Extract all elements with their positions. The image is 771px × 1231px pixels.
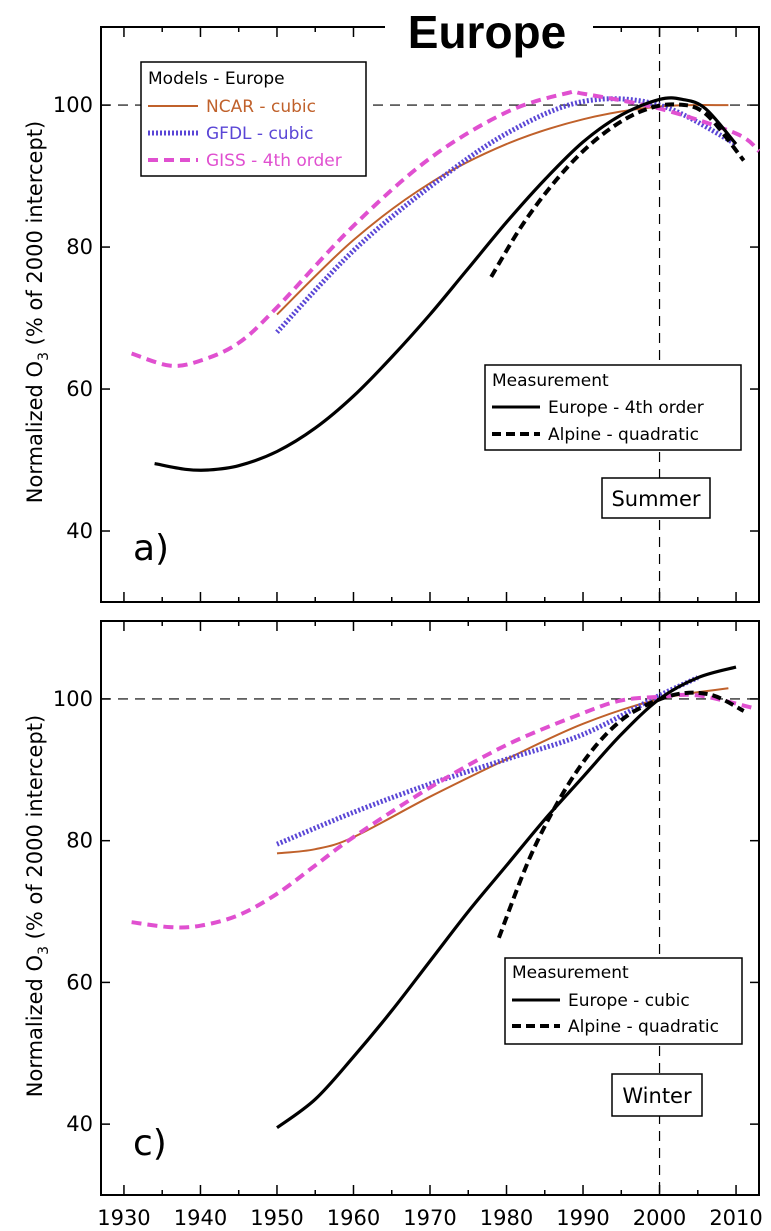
panel-c-measurement-legend: Measurement Europe - cubic Alpine - quad…	[504, 957, 743, 1045]
models-legend-box	[140, 61, 367, 177]
series-line-a-europe-4th-order	[154, 96, 738, 472]
x-tick-label-1950: 1950	[250, 1206, 303, 1230]
figure-title: Europe	[408, 6, 566, 58]
panel-c-plot: 40 60 80 100	[53, 621, 759, 1195]
series-line-c-gfdl-cubic	[276, 675, 699, 847]
x-tick-labels: 1930 1940 1950 1960 1970 1980 1990 2000 2010	[97, 1206, 763, 1230]
title-backing	[385, 2, 593, 60]
x-tick-label-1980: 1980	[480, 1206, 533, 1230]
legend-label-ncar: NCAR - cubic	[206, 97, 316, 117]
x-tick-label-1960: 1960	[327, 1206, 380, 1230]
panel-a-measurement-legend: Measurement Europe - 4th order Alpine - …	[484, 364, 742, 451]
panel-c-season-box: Winter	[611, 1073, 703, 1117]
measurement-legend-title-c: Measurement	[512, 963, 629, 983]
season-label-a: Summer	[611, 487, 700, 511]
legend-label-alpine-a: Alpine - quadratic	[548, 425, 699, 445]
panel-label-a: a)	[133, 528, 169, 569]
y-tick-label-c-80: 80	[66, 829, 93, 853]
x-tick-label-2000: 2000	[633, 1206, 686, 1230]
y-tick-label-c-60: 60	[66, 970, 93, 994]
legend-label-alpine-c: Alpine - quadratic	[568, 1017, 719, 1037]
ylabel-c: Normalized O3 (% of 2000 intercept)	[23, 715, 52, 1097]
season-box-c	[611, 1073, 703, 1117]
x-tick-label-1970: 1970	[403, 1206, 456, 1230]
y-tick-label-a-40: 40	[66, 519, 93, 543]
season-label-c: Winter	[622, 1084, 692, 1108]
y-tick-label-c-100: 100	[53, 687, 93, 711]
series-line-c-giss-4th-order	[131, 692, 752, 930]
x-tick-label-2010: 2010	[709, 1206, 762, 1230]
series-line-c-alpine-quadratic	[497, 690, 745, 939]
legend-label-gfdl: GFDL - cubic	[206, 124, 313, 144]
models-legend-title: Models - Europe	[148, 69, 285, 89]
series-line-c-europe-cubic	[276, 665, 737, 1129]
series-line-a-alpine-quadratic	[489, 102, 746, 278]
x-tick-label-1930: 1930	[97, 1206, 150, 1230]
y-tick-label-a-60: 60	[66, 377, 93, 401]
y-tick-label-a-100: 100	[53, 93, 93, 117]
legend-label-giss: GISS - 4th order	[206, 151, 342, 171]
panel-a-season-box: Summer	[601, 477, 711, 519]
season-box-a	[601, 477, 711, 519]
ylabel-a: Normalized O3 (% of 2000 intercept)	[23, 121, 52, 503]
y-tick-label-a-80: 80	[66, 235, 93, 259]
panel-a-models-legend: Models - Europe NCAR - cubic GFDL - cubi…	[140, 61, 367, 177]
y-tick-label-c-40: 40	[66, 1112, 93, 1136]
series-line-a-giss-4th-order	[130, 89, 761, 368]
legend-label-europe-c: Europe - cubic	[568, 991, 690, 1011]
panel-a-plot: 40 60 80 100	[53, 27, 761, 602]
legend-label-europe-a: Europe - 4th order	[548, 398, 704, 418]
series-line-c-ncar-cubic	[276, 687, 729, 855]
x-tick-label-1990: 1990	[556, 1206, 609, 1230]
x-tick-label-1940: 1940	[174, 1206, 227, 1230]
measurement-legend-title-a: Measurement	[492, 371, 609, 391]
panel-label-c: c)	[133, 1123, 167, 1164]
